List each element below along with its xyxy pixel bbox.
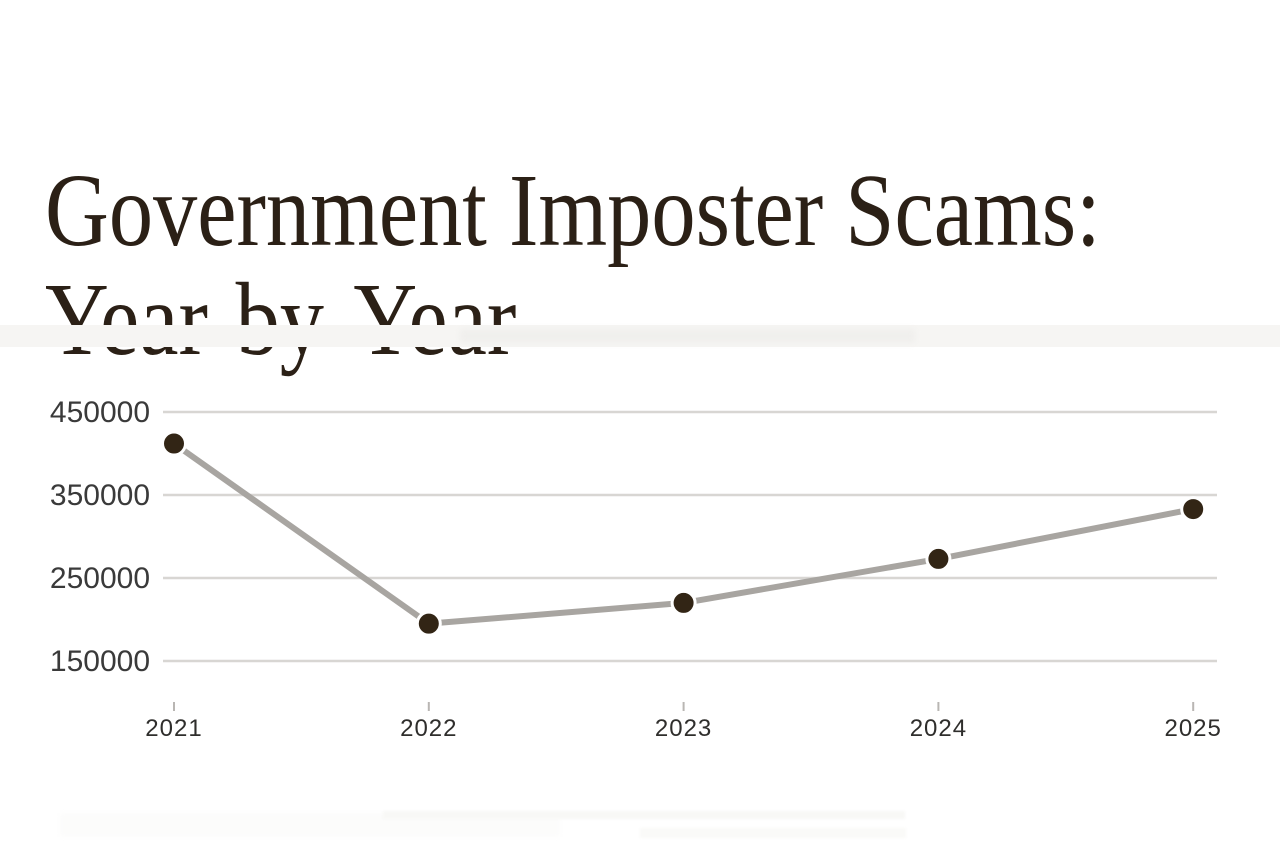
ghost-text-smudge — [460, 329, 915, 343]
x-axis-label: 2021 — [145, 715, 203, 742]
y-axis-label: 350000 — [49, 478, 150, 512]
y-axis-label: 450000 — [49, 395, 150, 429]
ghost-watermark — [383, 811, 905, 819]
chart-title-line-2: Year-by-Year — [45, 261, 517, 377]
ghost-watermark — [640, 828, 906, 838]
y-axis-label: 150000 — [49, 644, 150, 678]
x-axis-label: 2022 — [400, 715, 458, 742]
x-axis-label: 2024 — [909, 715, 968, 742]
x-axis-label: 2025 — [1164, 715, 1222, 742]
chart-title-line-1: Government Imposter Scams: — [45, 152, 1101, 268]
y-axis-label: 250000 — [49, 561, 150, 595]
chart-title: Government Imposter Scams: Year-by-Year — [45, 152, 1101, 377]
faded-transition-band — [0, 325, 1280, 347]
x-axis-label: 2023 — [654, 715, 713, 742]
